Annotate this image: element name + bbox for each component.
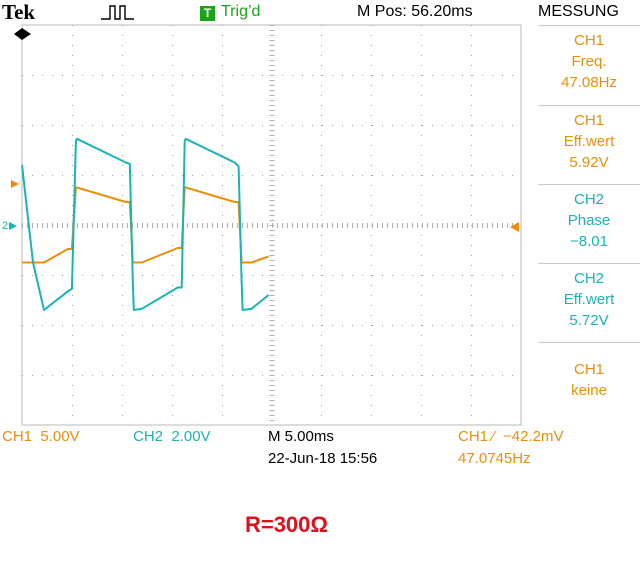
measurement-channel: CH1 [573,32,604,49]
measurement-channel: CH1 [573,112,604,129]
timebase: M 5.00ms [268,428,334,445]
measurement-ch1-rms[interactable]: CH1 Eff.wert 5.92V [538,105,640,188]
run-pulse-icon [101,5,134,20]
measurement-value: −8.01 [570,233,608,250]
trigger-status-text: Trig’d [221,3,261,20]
svg-text:2: 2 [2,220,8,232]
horizontal-position: M Pos: 56.20ms [357,3,473,20]
measurement-label: Freq. [571,53,607,70]
trigger-frequency: 47.0745Hz [458,450,531,467]
measurement-ch1-freq[interactable]: CH1 Freq. 47.08Hz [538,25,640,109]
measurement-label: Eff.wert [563,133,615,150]
measurement-ch2-rms[interactable]: CH2 Eff.wert 5.72V [538,263,640,346]
measurement-channel: CH1 [573,361,604,378]
graticule [22,25,518,421]
measurement-label: keine [571,382,607,399]
date-time: 22-Jun-18 15:56 [268,450,378,467]
oscilloscope-screen: 2 Tek T Trig’d M Pos: 56.20ms MESSUNG CH1… [2,0,640,467]
arrow-left-icon [510,222,519,232]
measurement-ch1-none[interactable]: CH1 keine [538,342,640,439]
waveform-display: 2 [2,24,522,426]
measurement-value: 5.92V [569,154,609,171]
measurement-label: Eff.wert [563,291,615,308]
ch2-scale: CH2 2.00V [133,428,211,445]
ch2-ground-marker: 2 [2,180,19,232]
measurement-value: 5.72V [569,312,609,329]
brand-logo: Tek [2,0,36,24]
measurement-channel: CH2 [573,191,604,208]
trigger-badge: T [200,6,215,21]
measurement-channel: CH2 [573,270,604,287]
figure-caption: R=300Ω [244,512,329,537]
ch1-scale: CH1 5.00V [2,428,80,445]
trigger-readout: CH1 ⁄ −42.2mV [458,428,564,445]
traces [21,137,270,311]
ch2-trace [21,137,270,311]
menu-title: MESSUNG [538,3,619,20]
arrow-down-icon [14,28,31,40]
measurement-ch2-phase[interactable]: CH2 Phase −8.01 [538,184,640,267]
measurement-label: Phase [567,212,611,229]
measurement-value: 47.08Hz [561,74,617,91]
trigger-status: T Trig’d [200,0,260,24]
ch1-ground-marker [11,180,19,188]
arrow-right-icon [9,222,17,230]
